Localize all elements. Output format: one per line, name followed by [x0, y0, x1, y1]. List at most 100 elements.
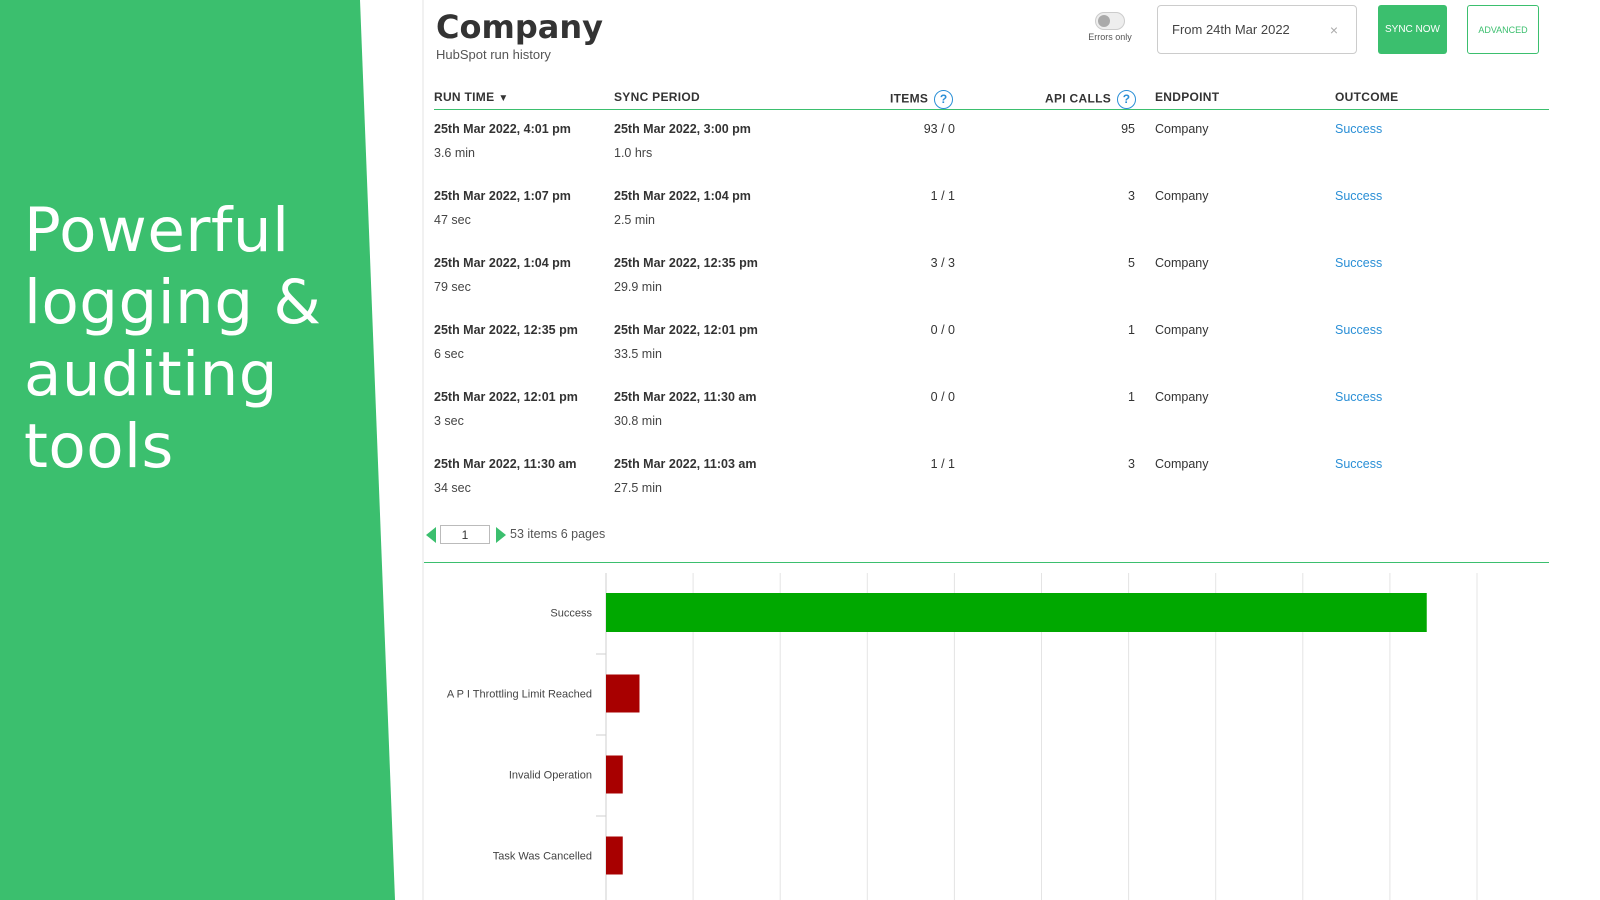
- sync-period-cell: 25th Mar 2022, 12:01 pm: [614, 323, 758, 337]
- run-time-cell: 25th Mar 2022, 1:07 pm: [434, 189, 571, 203]
- table-row[interactable]: 25th Mar 2022, 1:04 pm 79 sec 25th Mar 2…: [434, 252, 1549, 320]
- outcome-link[interactable]: Success: [1335, 390, 1383, 404]
- hero-line: auditing: [24, 339, 278, 410]
- table-row[interactable]: 25th Mar 2022, 4:01 pm 3.6 min 25th Mar …: [434, 118, 1549, 186]
- period-length-cell: 29.9 min: [614, 280, 662, 294]
- pagination-info: 53 items 6 pages: [510, 527, 606, 541]
- column-run-time[interactable]: RUN TIME ▼: [434, 90, 509, 104]
- hero-headline: Powerful logging & auditing tools: [24, 195, 354, 483]
- run-time-cell: 25th Mar 2022, 12:35 pm: [434, 323, 578, 337]
- next-page-icon[interactable]: [496, 527, 506, 543]
- date-filter-input[interactable]: From 24th Mar 2022 ×: [1157, 5, 1357, 54]
- endpoint-cell: Company: [1155, 323, 1209, 337]
- items-cell: 1 / 1: [930, 189, 955, 203]
- duration-cell: 3 sec: [434, 414, 464, 428]
- items-cell: 1 / 1: [930, 457, 955, 471]
- help-icon[interactable]: ?: [934, 90, 954, 109]
- sync-now-button[interactable]: SYNC NOW: [1378, 5, 1447, 54]
- duration-cell: 79 sec: [434, 280, 471, 294]
- run-history-app: Company HubSpot run history Errors only …: [424, 0, 1574, 900]
- duration-cell: 34 sec: [434, 481, 471, 495]
- outcome-link[interactable]: Success: [1335, 189, 1383, 203]
- items-cell: 0 / 0: [930, 390, 955, 404]
- period-length-cell: 30.8 min: [614, 414, 662, 428]
- errors-only-toggle[interactable]: [1095, 12, 1125, 30]
- api-calls-cell: 3: [1128, 457, 1135, 471]
- category-label: Task Was Cancelled: [493, 851, 592, 863]
- run-time-cell: 25th Mar 2022, 11:30 am: [434, 457, 577, 471]
- endpoint-cell: Company: [1155, 390, 1209, 404]
- outcome-link[interactable]: Success: [1335, 122, 1383, 136]
- page-subtitle: HubSpot run history: [436, 47, 551, 62]
- bar: [606, 836, 623, 875]
- period-length-cell: 33.5 min: [614, 347, 662, 361]
- api-calls-cell: 5: [1128, 256, 1135, 270]
- clear-icon[interactable]: ×: [1329, 22, 1338, 38]
- column-endpoint[interactable]: ENDPOINT: [1155, 90, 1220, 104]
- column-sync-period[interactable]: SYNC PERIOD: [614, 90, 700, 104]
- items-cell: 93 / 0: [923, 122, 955, 136]
- endpoint-cell: Company: [1155, 189, 1209, 203]
- api-calls-cell: 1: [1128, 390, 1135, 404]
- items-cell: 0 / 0: [930, 323, 955, 337]
- outcome-link[interactable]: Success: [1335, 256, 1383, 270]
- errors-only-label: Errors only: [1088, 32, 1132, 42]
- bar: [606, 755, 623, 794]
- table-header: RUN TIME ▼ SYNC PERIOD ITEMS? API CALLS? …: [434, 86, 1549, 110]
- app-edge: [422, 0, 424, 900]
- column-items[interactable]: ITEMS?: [890, 90, 954, 109]
- table-row[interactable]: 25th Mar 2022, 12:01 pm 3 sec 25th Mar 2…: [434, 386, 1549, 454]
- toggle-knob: [1098, 15, 1110, 27]
- outcome-link[interactable]: Success: [1335, 323, 1383, 337]
- api-calls-cell: 1: [1128, 323, 1135, 337]
- bar: [606, 593, 1427, 632]
- page-number-input[interactable]: [440, 525, 490, 544]
- run-time-cell: 25th Mar 2022, 12:01 pm: [434, 390, 578, 404]
- errors-only-filter[interactable]: Errors only: [1080, 12, 1140, 42]
- column-run-time-label: RUN TIME: [434, 90, 495, 104]
- sync-period-cell: 25th Mar 2022, 1:04 pm: [614, 189, 751, 203]
- items-cell: 3 / 3: [930, 256, 955, 270]
- sync-period-cell: 25th Mar 2022, 11:30 am: [614, 390, 757, 404]
- table-row[interactable]: 25th Mar 2022, 1:07 pm 47 sec 25th Mar 2…: [434, 185, 1549, 253]
- date-filter-value: From 24th Mar 2022: [1172, 22, 1290, 37]
- table-row[interactable]: 25th Mar 2022, 11:30 am 34 sec 25th Mar …: [434, 453, 1549, 521]
- category-label: Success: [550, 608, 592, 620]
- page-title: Company: [436, 8, 603, 46]
- period-length-cell: 1.0 hrs: [614, 146, 653, 160]
- run-time-cell: 25th Mar 2022, 4:01 pm: [434, 122, 571, 136]
- help-icon[interactable]: ?: [1117, 90, 1137, 109]
- period-length-cell: 27.5 min: [614, 481, 662, 495]
- sync-period-cell: 25th Mar 2022, 11:03 am: [614, 457, 757, 471]
- run-time-cell: 25th Mar 2022, 1:04 pm: [434, 256, 571, 270]
- sync-period-cell: 25th Mar 2022, 3:00 pm: [614, 122, 751, 136]
- endpoint-cell: Company: [1155, 122, 1209, 136]
- category-label: Invalid Operation: [509, 770, 592, 782]
- hero-panel: Powerful logging & auditing tools: [0, 0, 395, 900]
- section-divider: [424, 562, 1549, 563]
- advanced-button[interactable]: ADVANCED: [1467, 5, 1539, 54]
- prev-page-icon[interactable]: [426, 527, 436, 543]
- period-length-cell: 2.5 min: [614, 213, 655, 227]
- duration-cell: 3.6 min: [434, 146, 475, 160]
- sync-period-cell: 25th Mar 2022, 12:35 pm: [614, 256, 758, 270]
- endpoint-cell: Company: [1155, 457, 1209, 471]
- category-label: A P I Throttling Limit Reached: [447, 689, 592, 701]
- duration-cell: 47 sec: [434, 213, 471, 227]
- table-row[interactable]: 25th Mar 2022, 12:35 pm 6 sec 25th Mar 2…: [434, 319, 1549, 387]
- column-api-calls[interactable]: API CALLS?: [1045, 90, 1137, 109]
- column-outcome[interactable]: OUTCOME: [1335, 90, 1399, 104]
- bar: [606, 674, 640, 713]
- api-calls-cell: 3: [1128, 189, 1135, 203]
- hero-line: tools: [24, 411, 174, 482]
- column-items-label: ITEMS: [890, 91, 929, 106]
- sort-desc-icon[interactable]: ▼: [498, 93, 509, 104]
- outcome-bar-chart: Success A P I Throttling Limit Reached Inv…: [424, 573, 1549, 900]
- hero-line: Powerful: [24, 195, 290, 266]
- hero-line: logging &: [24, 267, 322, 338]
- endpoint-cell: Company: [1155, 256, 1209, 270]
- chart-canvas: Success A P I Throttling Limit Reached Inv…: [447, 573, 1478, 900]
- duration-cell: 6 sec: [434, 347, 464, 361]
- outcome-link[interactable]: Success: [1335, 457, 1383, 471]
- api-calls-cell: 95: [1121, 122, 1135, 136]
